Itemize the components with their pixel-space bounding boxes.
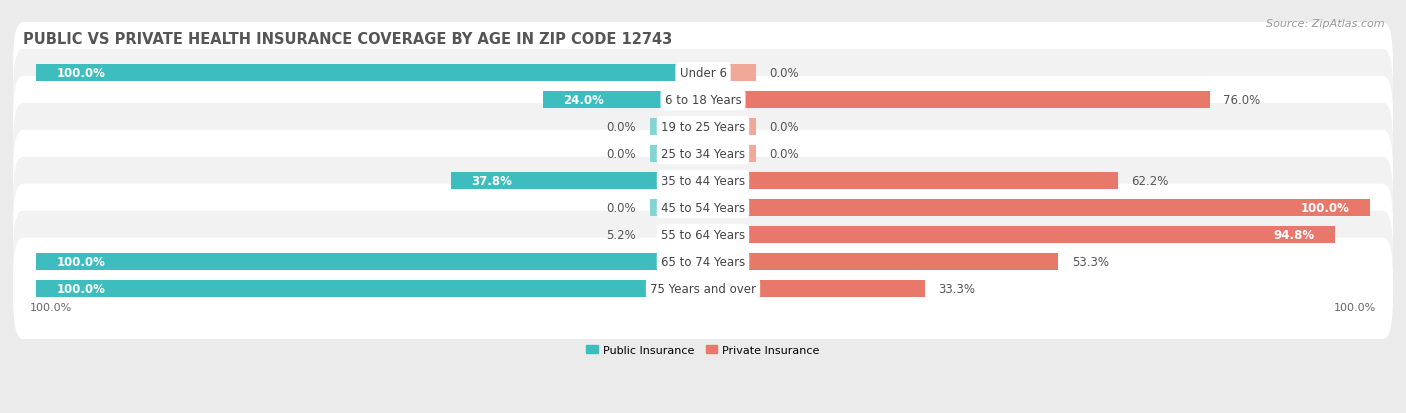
- Text: 0.0%: 0.0%: [607, 148, 637, 161]
- Text: 76.0%: 76.0%: [1223, 94, 1260, 107]
- Text: 0.0%: 0.0%: [607, 121, 637, 134]
- FancyBboxPatch shape: [13, 50, 1393, 151]
- Text: 94.8%: 94.8%: [1274, 228, 1315, 241]
- Text: 62.2%: 62.2%: [1130, 175, 1168, 188]
- Bar: [650, 119, 703, 135]
- Bar: [703, 92, 1209, 109]
- Text: 100.0%: 100.0%: [56, 282, 105, 295]
- Text: 100.0%: 100.0%: [56, 67, 105, 80]
- FancyBboxPatch shape: [13, 131, 1393, 232]
- FancyBboxPatch shape: [13, 157, 1393, 259]
- Text: 19 to 25 Years: 19 to 25 Years: [661, 121, 745, 134]
- Bar: [703, 146, 756, 163]
- FancyBboxPatch shape: [13, 104, 1393, 205]
- Text: PUBLIC VS PRIVATE HEALTH INSURANCE COVERAGE BY AGE IN ZIP CODE 12743: PUBLIC VS PRIVATE HEALTH INSURANCE COVER…: [22, 32, 672, 47]
- Bar: [703, 254, 1059, 270]
- Text: 75 Years and over: 75 Years and over: [650, 282, 756, 295]
- Bar: [650, 199, 703, 216]
- Text: 35 to 44 Years: 35 to 44 Years: [661, 175, 745, 188]
- Text: Under 6: Under 6: [679, 67, 727, 80]
- Text: 6 to 18 Years: 6 to 18 Years: [665, 94, 741, 107]
- Bar: [543, 92, 703, 109]
- Bar: [703, 173, 1118, 190]
- Text: 24.0%: 24.0%: [562, 94, 605, 107]
- Bar: [451, 173, 703, 190]
- Text: 33.3%: 33.3%: [938, 282, 976, 295]
- Text: 55 to 64 Years: 55 to 64 Years: [661, 228, 745, 241]
- Bar: [37, 280, 703, 297]
- Text: 25 to 34 Years: 25 to 34 Years: [661, 148, 745, 161]
- Bar: [650, 146, 703, 163]
- FancyBboxPatch shape: [13, 184, 1393, 285]
- FancyBboxPatch shape: [13, 211, 1393, 312]
- Bar: [703, 119, 756, 135]
- Text: 45 to 54 Years: 45 to 54 Years: [661, 202, 745, 214]
- Bar: [703, 280, 925, 297]
- Bar: [703, 199, 1369, 216]
- Text: 100.0%: 100.0%: [30, 302, 72, 312]
- Text: 100.0%: 100.0%: [56, 255, 105, 268]
- Text: 0.0%: 0.0%: [607, 202, 637, 214]
- Text: 65 to 74 Years: 65 to 74 Years: [661, 255, 745, 268]
- Bar: [703, 65, 756, 82]
- Bar: [37, 254, 703, 270]
- Text: 100.0%: 100.0%: [1334, 302, 1376, 312]
- Bar: [703, 227, 1334, 243]
- Text: 0.0%: 0.0%: [769, 67, 799, 80]
- Text: Source: ZipAtlas.com: Source: ZipAtlas.com: [1267, 19, 1385, 28]
- Bar: [668, 227, 703, 243]
- Text: 53.3%: 53.3%: [1071, 255, 1109, 268]
- Text: 100.0%: 100.0%: [1301, 202, 1350, 214]
- Text: 5.2%: 5.2%: [606, 228, 637, 241]
- Bar: [37, 65, 703, 82]
- Text: 0.0%: 0.0%: [769, 148, 799, 161]
- FancyBboxPatch shape: [13, 23, 1393, 124]
- Legend: Public Insurance, Private Insurance: Public Insurance, Private Insurance: [582, 340, 824, 359]
- Text: 0.0%: 0.0%: [769, 121, 799, 134]
- FancyBboxPatch shape: [13, 238, 1393, 339]
- FancyBboxPatch shape: [13, 77, 1393, 178]
- Text: 37.8%: 37.8%: [471, 175, 512, 188]
